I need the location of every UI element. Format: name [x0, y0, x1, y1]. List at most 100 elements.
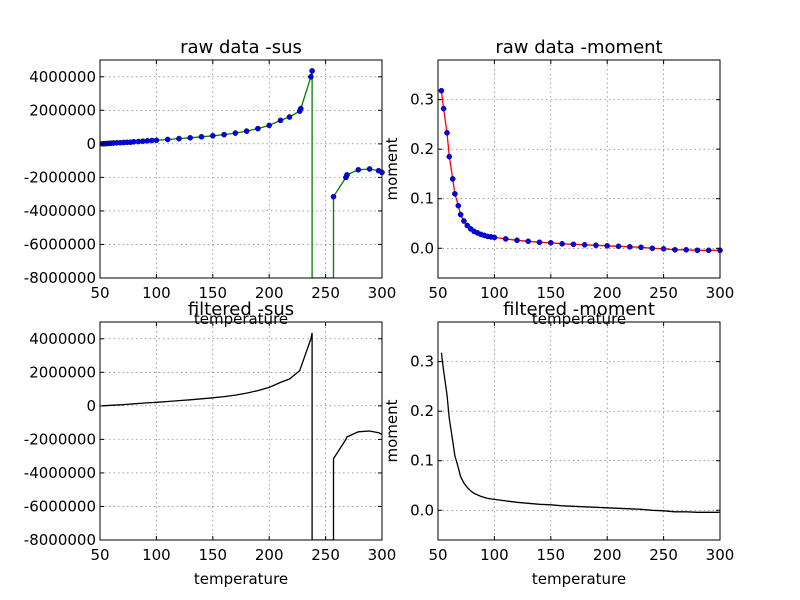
data-point — [525, 238, 532, 245]
x-tick-label: 200 — [593, 546, 622, 564]
y-tick-label: -6000000 — [24, 235, 96, 253]
data-point — [176, 135, 182, 142]
data-point — [559, 240, 565, 247]
data-point — [491, 234, 498, 241]
y-tick-label: 0.3 — [410, 91, 434, 109]
y-tick-label: 2000000 — [29, 363, 96, 381]
y-tick-label: -2000000 — [24, 168, 96, 186]
x-tick-label: 250 — [649, 546, 678, 564]
x-tick-label: 150 — [536, 284, 565, 302]
x-tick-label: 100 — [142, 546, 171, 564]
data-point — [153, 137, 160, 144]
subplot-title: filtered -moment — [503, 299, 655, 320]
data-point — [464, 222, 471, 229]
data-point — [615, 243, 622, 250]
data-point — [536, 239, 543, 246]
y-tick-label: 4000000 — [29, 330, 96, 348]
data-point — [344, 172, 350, 178]
plot-frame — [99, 321, 383, 541]
data-point — [330, 193, 337, 200]
y-tick-label: 0 — [86, 135, 96, 153]
subplot-title: raw data -moment — [495, 37, 662, 58]
data-point — [705, 247, 712, 254]
y-tick-label: -4000000 — [24, 202, 96, 220]
y-tick-label: 0.1 — [410, 190, 434, 208]
x-tick-label: 300 — [368, 546, 397, 564]
y-tick-label: 0.2 — [410, 140, 434, 158]
y-tick-label: 2000000 — [29, 101, 96, 119]
x-tick-label: 200 — [593, 284, 622, 302]
data-point — [277, 117, 284, 124]
y-axis-label: moment — [383, 399, 401, 462]
data-point — [297, 105, 304, 112]
data-point — [164, 136, 171, 143]
x-tick-label: 100 — [480, 284, 509, 302]
data-point — [455, 202, 462, 209]
y-tick-label: 0.2 — [410, 402, 434, 420]
y-tick-label: 4000000 — [29, 68, 96, 86]
x-tick-label: 300 — [706, 284, 735, 302]
subplot-filtered-moment: filtered -moment 50 100 150 200 250 300 0.0 0.1… — [383, 299, 734, 588]
data-point — [209, 132, 216, 139]
x-tick-label: 200 — [255, 284, 284, 302]
data-point — [581, 241, 588, 248]
data-point — [438, 87, 445, 94]
x-axis-label: temperature — [194, 570, 288, 588]
data-point — [627, 243, 633, 250]
data-point — [446, 153, 453, 160]
data-point — [452, 190, 458, 197]
x-tick-label: 100 — [480, 546, 509, 564]
data-point — [449, 176, 456, 182]
plot-frame — [99, 59, 383, 279]
x-tick-label: 150 — [198, 546, 227, 564]
x-tick-label: 200 — [255, 546, 284, 564]
y-tick-label: 0.3 — [410, 353, 434, 371]
x-tick-label: 300 — [368, 284, 397, 302]
data-point — [514, 237, 520, 244]
data-point — [440, 105, 447, 112]
data-point — [548, 239, 554, 246]
y-tick-label: -4000000 — [24, 464, 96, 482]
data-point — [355, 166, 362, 173]
x-tick-label: 150 — [198, 284, 227, 302]
plot-frame — [437, 321, 721, 541]
data-point — [308, 74, 314, 80]
data-point — [604, 242, 611, 249]
y-tick-label: 0 — [86, 397, 96, 415]
x-tick-label: 250 — [311, 546, 340, 564]
subplot-raw-moment: raw data -moment 50 100 150 200 250 300 0.0 0.1… — [383, 37, 734, 328]
y-tick-label: -8000000 — [24, 269, 96, 287]
data-point — [672, 246, 678, 253]
subplot-raw-sus: raw data -sus 50 100 150 200 250 300 -8000000 -… — [24, 37, 397, 328]
data-point — [593, 242, 599, 249]
x-tick-label: 50 — [90, 284, 109, 302]
series-line — [102, 332, 382, 540]
x-tick-label: 300 — [706, 546, 735, 564]
data-point — [461, 218, 467, 224]
data-point — [502, 236, 509, 242]
subplot-title: filtered -sus — [188, 299, 294, 320]
x-tick-label: 50 — [428, 546, 447, 564]
x-tick-label: 150 — [536, 546, 565, 564]
data-point — [444, 129, 450, 136]
x-tick-label: 250 — [649, 284, 678, 302]
data-point — [232, 130, 239, 136]
x-axis-label: temperature — [532, 310, 626, 328]
data-point — [198, 133, 205, 140]
x-tick-label: 250 — [311, 284, 340, 302]
data-point — [286, 114, 293, 120]
y-tick-label: 0.1 — [410, 452, 434, 470]
data-point — [243, 128, 250, 134]
series-line — [440, 352, 720, 513]
subplot-title: raw data -sus — [180, 37, 302, 58]
x-axis-label: temperature — [194, 310, 288, 328]
x-tick-label: 50 — [90, 546, 109, 564]
y-axis-label: moment — [383, 137, 401, 200]
data-point — [457, 211, 464, 218]
y-tick-label: 0.0 — [410, 239, 434, 257]
data-point — [649, 245, 656, 252]
y-tick-label: -6000000 — [24, 497, 96, 515]
data-point — [694, 247, 701, 254]
x-tick-label: 50 — [428, 284, 447, 302]
